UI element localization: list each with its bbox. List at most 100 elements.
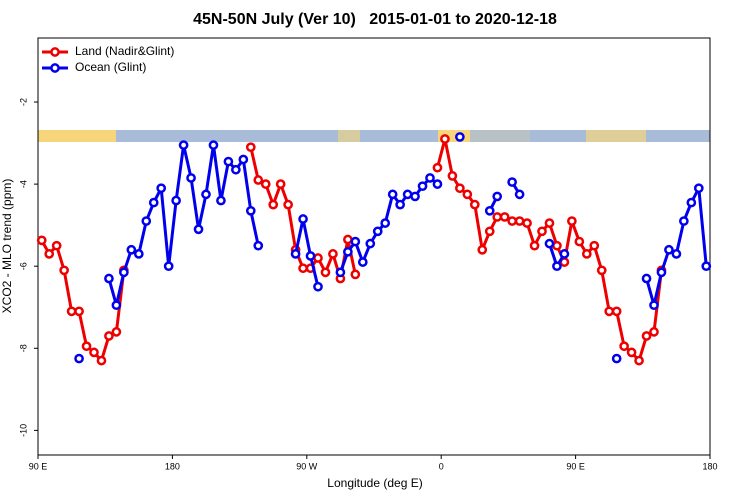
data-point — [559, 249, 570, 259]
x-tick-label: 90 E — [566, 461, 585, 471]
x-tick-label: 180 — [165, 461, 180, 471]
data-point — [178, 140, 189, 150]
data-point — [186, 173, 196, 183]
data-point — [335, 267, 346, 278]
data-point — [641, 331, 652, 341]
data-point — [499, 212, 510, 222]
surface-strip — [38, 130, 710, 142]
data-point — [447, 171, 458, 181]
data-point — [544, 218, 555, 228]
data-point — [410, 191, 420, 202]
data-point — [656, 267, 667, 278]
data-point — [245, 205, 256, 216]
data-point — [641, 273, 652, 284]
data-point — [163, 261, 174, 272]
data-point — [649, 327, 659, 337]
data-point — [253, 175, 264, 185]
x-tick-label: 0 — [439, 461, 444, 471]
data-point — [440, 134, 450, 144]
data-point — [649, 300, 659, 311]
data-point — [238, 154, 249, 165]
data-point — [484, 226, 495, 237]
data-point — [193, 224, 204, 235]
data-point — [626, 347, 637, 358]
data-point — [201, 189, 211, 200]
data-point — [567, 216, 577, 226]
y-tick-label: -8 — [18, 344, 28, 352]
data-point — [253, 240, 264, 251]
data-point — [484, 205, 495, 216]
data-point — [343, 246, 353, 257]
legend-marker — [50, 63, 60, 73]
data-point — [529, 240, 540, 251]
data-point — [208, 140, 219, 150]
data-point — [372, 226, 383, 237]
data-point — [686, 197, 697, 208]
data-point — [231, 164, 241, 175]
y-tick-label: -10 — [18, 424, 28, 437]
data-point — [298, 263, 308, 274]
data-point — [387, 189, 398, 200]
data-point — [693, 183, 704, 194]
x-axis-label: Longitude (deg E) — [327, 476, 422, 490]
data-point — [417, 181, 428, 192]
data-point — [74, 353, 84, 364]
data-point — [36, 235, 47, 246]
data-point — [133, 249, 144, 259]
data-point — [507, 216, 517, 226]
legend-label: Ocean (Glint) — [75, 60, 146, 74]
x-tick-label: 180 — [702, 461, 717, 471]
data-point — [223, 156, 234, 167]
data-point — [469, 199, 480, 210]
data-point — [66, 306, 77, 317]
data-point — [343, 234, 353, 245]
legend-label: Land (Nadir&Glint) — [75, 44, 174, 58]
data-point — [477, 244, 488, 255]
data-point — [514, 216, 525, 226]
data-point — [552, 261, 562, 272]
data-point — [634, 355, 644, 366]
data-point — [492, 212, 503, 222]
y-tick-label: -2 — [18, 98, 28, 106]
data-point — [380, 218, 391, 228]
data-point — [141, 216, 152, 226]
data-point — [260, 179, 271, 189]
data-point — [455, 183, 465, 194]
data-point — [671, 249, 682, 259]
data-point — [96, 355, 107, 366]
data-point — [596, 265, 607, 276]
data-point — [111, 327, 122, 337]
data-point — [611, 306, 622, 317]
data-point — [89, 347, 99, 358]
data-point — [581, 249, 592, 259]
x-tick-label: 90 W — [296, 461, 318, 471]
y-axis-label: XCO2 - MLO trend (ppm) — [0, 179, 14, 314]
data-point — [111, 300, 122, 311]
data-point — [305, 251, 316, 261]
data-point — [619, 341, 629, 352]
data-point — [313, 253, 323, 263]
data-point — [522, 218, 532, 228]
data-point — [156, 183, 167, 194]
data-point — [283, 199, 293, 210]
y-tick-label: -6 — [18, 262, 28, 270]
data-point — [701, 261, 712, 272]
data-point — [245, 142, 256, 153]
data-point — [552, 240, 562, 251]
data-point — [664, 244, 674, 255]
data-point — [679, 216, 689, 226]
data-point — [350, 236, 361, 247]
data-point — [537, 226, 547, 237]
data-point — [395, 199, 405, 210]
x-tick-label: 90 E — [29, 461, 48, 471]
data-point — [507, 177, 517, 187]
data-point — [81, 341, 92, 352]
data-point — [492, 191, 503, 202]
data-point — [574, 236, 585, 247]
data-point — [74, 306, 84, 317]
data-point — [544, 238, 555, 249]
data-point — [171, 195, 181, 206]
data-point — [328, 249, 338, 259]
data-point — [462, 189, 473, 200]
